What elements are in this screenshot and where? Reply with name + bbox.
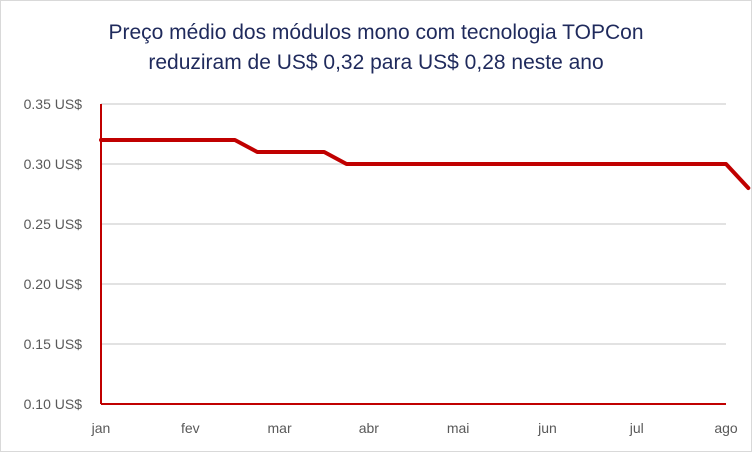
series-line <box>99 138 751 190</box>
y-tick-label: 0.20 US$ <box>24 276 83 292</box>
x-axis-tick-labels: jan fev mar abr mai jun jul ago <box>91 420 738 436</box>
axes <box>100 104 726 405</box>
y-tick-label: 0.10 US$ <box>24 396 83 412</box>
chart-title-line-1: Preço médio dos módulos mono com tecnolo… <box>108 21 644 44</box>
y-tick-label: 0.25 US$ <box>24 216 83 232</box>
x-tick-label: jun <box>537 420 557 436</box>
chart-title-line-2: reduziram de US$ 0,32 para US$ 0,28 nest… <box>148 51 604 74</box>
chart-title: Preço médio dos módulos mono com tecnolo… <box>0 18 752 78</box>
x-tick-label: ago <box>714 420 738 436</box>
x-tick-label: jul <box>629 420 644 436</box>
y-tick-label: 0.15 US$ <box>24 336 83 352</box>
x-tick-label: mai <box>447 420 470 436</box>
x-tick-label: mar <box>268 420 292 436</box>
y-tick-label: 0.35 US$ <box>24 96 83 112</box>
x-tick-label: fev <box>181 420 200 436</box>
y-axis-tick-labels: 0.35 US$ 0.30 US$ 0.25 US$ 0.20 US$ 0.15 US$… <box>24 96 83 412</box>
gridlines <box>101 103 726 345</box>
y-tick-label: 0.30 US$ <box>24 156 83 172</box>
x-tick-label: jan <box>91 420 111 436</box>
series-lines <box>99 138 751 190</box>
x-tick-label: abr <box>359 420 380 436</box>
